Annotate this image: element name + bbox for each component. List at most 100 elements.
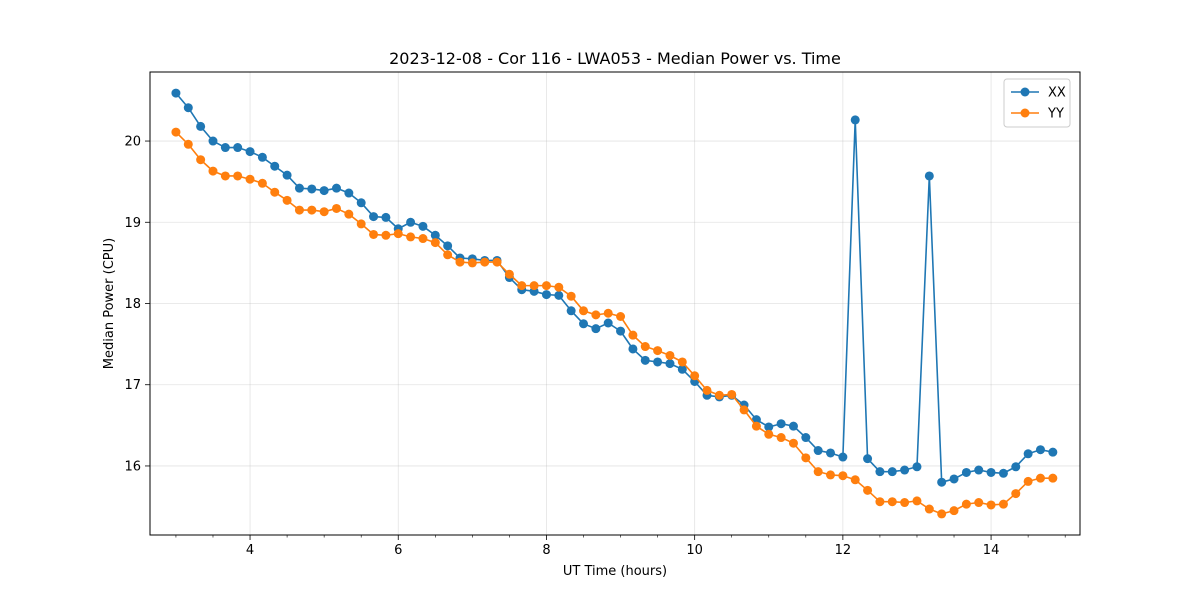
series-xx-point — [233, 143, 243, 153]
series-xx-point — [270, 161, 280, 171]
x-tick-label: 4 — [246, 543, 254, 558]
series-yy-point — [369, 229, 379, 239]
series-xx-point — [245, 147, 255, 157]
series-xx-point — [257, 152, 267, 162]
series-yy-point — [764, 429, 774, 439]
series-yy-point — [381, 230, 391, 240]
series-yy-point — [986, 500, 996, 510]
series-xx-point — [196, 121, 206, 131]
series-xx-point — [850, 115, 860, 125]
series-yy-point — [183, 139, 193, 149]
series-yy — [171, 127, 1058, 519]
series-yy-point — [912, 496, 922, 506]
series-xx-point — [171, 88, 181, 98]
series-yy-point — [776, 433, 786, 443]
series-yy-point — [801, 453, 811, 463]
series-yy-point — [566, 291, 576, 301]
series-yy-point — [554, 282, 564, 292]
series-xx-point — [826, 448, 836, 458]
series-yy-point — [665, 350, 675, 360]
legend-yy-marker — [1020, 108, 1030, 118]
series-yy-point — [998, 499, 1008, 509]
series-yy-point — [1011, 489, 1021, 499]
series-xx-point — [331, 183, 341, 193]
series-xx-point — [949, 474, 959, 484]
series-yy-point — [196, 155, 206, 165]
series-yy-point — [751, 421, 761, 431]
y-tick-label: 16 — [124, 459, 141, 474]
series-yy-point — [739, 405, 749, 415]
series-yy-point — [443, 250, 453, 260]
series-xx-point — [764, 422, 774, 432]
series-xx-point — [616, 326, 626, 336]
x-tick-label: 8 — [542, 543, 550, 558]
series-xx-point — [554, 290, 564, 300]
series-xx-point — [640, 355, 650, 365]
series-xx-point — [1048, 447, 1058, 457]
series-yy-point — [875, 497, 885, 507]
series-layer — [171, 88, 1058, 519]
series-yy-point — [887, 497, 897, 507]
series-xx-point — [381, 212, 391, 222]
series-yy-point — [1035, 473, 1045, 483]
y-tick-label: 20 — [124, 135, 141, 150]
series-xx-point — [998, 468, 1008, 478]
series-yy-point — [850, 475, 860, 485]
series-yy-point — [579, 306, 589, 316]
series-yy-point — [974, 498, 984, 508]
x-tick-label: 14 — [983, 543, 1000, 558]
series-yy-point — [245, 174, 255, 184]
series-xx-point — [603, 318, 613, 328]
series-yy-point — [171, 127, 181, 137]
series-yy-point — [591, 310, 601, 320]
series-yy-point — [294, 205, 304, 215]
series-xx-point — [356, 198, 366, 208]
series-yy-point — [270, 187, 280, 197]
series-xx-point — [875, 467, 885, 477]
series-xx-point — [579, 319, 589, 329]
x-tick-label: 6 — [394, 543, 402, 558]
series-yy-point — [826, 470, 836, 480]
series-xx-point — [900, 465, 910, 475]
series-yy-point — [406, 232, 416, 242]
series-yy-point — [467, 258, 477, 268]
series-yy-point — [813, 467, 823, 477]
series-xx-point — [838, 452, 848, 462]
legend: XX YY — [1003, 78, 1071, 128]
series-yy-point — [455, 257, 465, 267]
series-xx-point — [418, 221, 428, 231]
series-yy-point — [480, 257, 490, 267]
series-xx-point — [986, 467, 996, 477]
series-yy-point — [331, 203, 341, 213]
series-xx-point — [961, 467, 971, 477]
series-yy-point — [702, 385, 712, 395]
series-yy-point — [208, 166, 218, 176]
series-xx-point — [1035, 445, 1045, 455]
series-yy-point — [356, 219, 366, 229]
series-yy-point — [949, 506, 959, 516]
series-xx-point — [912, 462, 922, 472]
series-xx-point — [653, 357, 663, 367]
series-yy-point — [640, 342, 650, 352]
series-yy-point — [418, 234, 428, 244]
series-xx-point — [628, 344, 638, 354]
series-xx-point — [294, 183, 304, 193]
series-xx-point — [1011, 462, 1021, 472]
series-xx-point — [344, 188, 354, 198]
series-yy-point — [628, 330, 638, 340]
series-xx-point — [776, 419, 786, 429]
series-xx-point — [430, 230, 440, 240]
chart-title: 2023-12-08 - Cor 116 - LWA053 - Median P… — [389, 49, 841, 68]
series-yy-point — [307, 205, 317, 215]
series-xx-point — [1023, 449, 1033, 459]
series-yy-point — [961, 499, 971, 509]
series-xx-point — [183, 103, 193, 113]
series-xx-point — [566, 306, 576, 316]
series-xx-point — [307, 184, 317, 194]
series-xx-point — [801, 433, 811, 443]
series-xx-point — [863, 454, 873, 464]
series-yy-point — [788, 438, 798, 448]
y-tick-label: 19 — [124, 216, 141, 231]
